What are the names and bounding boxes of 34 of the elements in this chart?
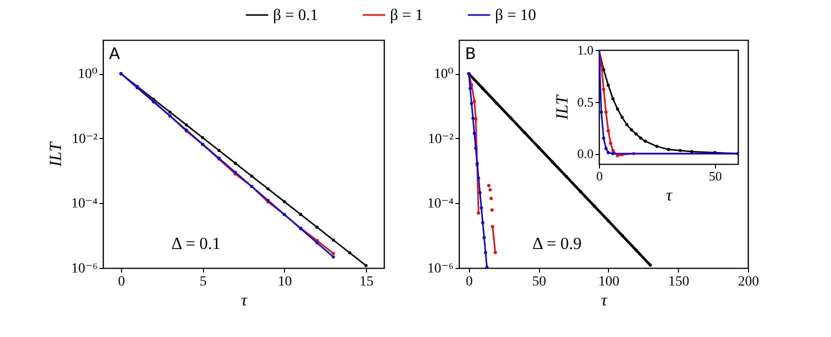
y-tick-label: 10⁰ xyxy=(78,67,98,82)
annotation: A xyxy=(109,44,120,63)
legend-label: β = 1 xyxy=(390,7,424,24)
y-tick-label: 1.0 xyxy=(577,42,594,58)
annotation: Δ = 0.9 xyxy=(532,234,582,253)
x-tick-label: 15 xyxy=(360,274,374,290)
annotation: B xyxy=(465,44,476,63)
y-tick-label: 10⁻² xyxy=(72,132,98,147)
x-axis-title: τ xyxy=(600,290,608,310)
x-tick-label: 50 xyxy=(532,274,546,290)
legend-label: β = 10 xyxy=(495,7,536,24)
x-tick-label: 50 xyxy=(708,168,722,184)
y-tick-label: 10⁰ xyxy=(434,67,454,82)
y-tick-label: 0.5 xyxy=(577,94,594,110)
x-tick-label: 10 xyxy=(278,274,292,290)
y-tick-label: 10⁻⁶ xyxy=(427,262,454,276)
annotation: Δ = 0.1 xyxy=(171,234,221,253)
y-axis-title: ILT xyxy=(46,140,66,168)
x-tick-label: 0 xyxy=(596,168,603,184)
x-axis-title: τ xyxy=(240,290,248,310)
y-tick-label: 10⁻⁶ xyxy=(71,262,98,276)
x-tick-label: 0 xyxy=(466,274,473,290)
y-tick-label: 10⁻² xyxy=(428,132,454,147)
x-tick-label: 150 xyxy=(668,274,690,290)
y-tick-label: 10⁻⁴ xyxy=(427,196,454,212)
y-tick-label: 0.0 xyxy=(577,146,594,162)
x-tick-label: 5 xyxy=(200,274,207,290)
x-tick-label: 0 xyxy=(118,274,125,290)
x-tick-label: 200 xyxy=(738,274,759,290)
x-tick-label: 100 xyxy=(598,274,620,290)
y-tick-label: 10⁻⁴ xyxy=(71,196,98,212)
legend-label: β = 0.1 xyxy=(273,7,318,24)
x-axis-title: τ xyxy=(666,186,673,204)
y-axis-title: ILT xyxy=(552,94,572,121)
